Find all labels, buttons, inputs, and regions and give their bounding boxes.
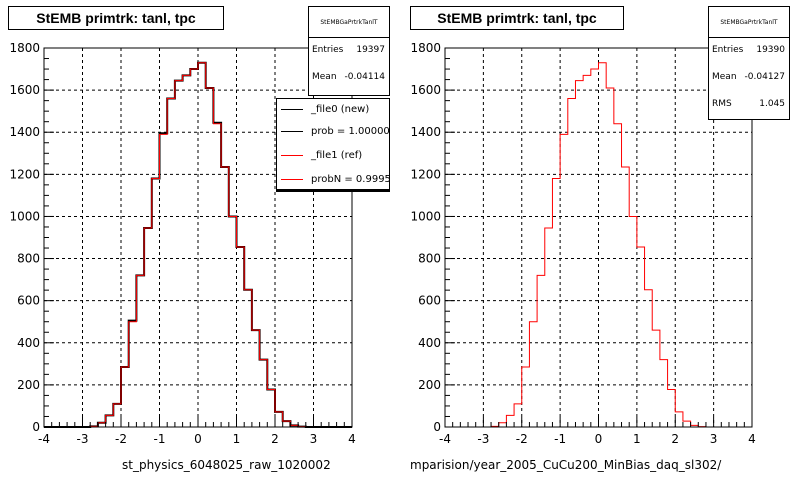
left-xtick-label: -4: [38, 432, 50, 446]
left-ytick-label: 1200: [9, 167, 40, 181]
left-ytick-label: 200: [17, 378, 40, 392]
right-stats-box: StEMBGaPrtrkTanlT Entries 19390 Mean -0.…: [708, 6, 790, 120]
left-legend: _file0 (new) prob = 1.000000 _file1 (ref…: [276, 98, 390, 192]
left-ytick-label: 600: [17, 294, 40, 308]
left-ytick-label: 1600: [9, 83, 40, 97]
legend-item-file0: _file0 (new): [277, 99, 389, 119]
left-ytick-label: 800: [17, 252, 40, 266]
legend-swatch-probn: [281, 178, 303, 180]
right-xtick-label: -1: [554, 432, 566, 446]
left-ytick-label: 400: [17, 336, 40, 350]
right-entries-value: 19390: [756, 45, 785, 55]
right-xtick-label: 3: [710, 432, 718, 446]
legend-swatch-prob: [281, 130, 303, 132]
right-mean-value: -0.04127: [744, 72, 785, 82]
left-stats-name: StEMBGaPrtrkTanlT: [309, 7, 389, 38]
right-xtick-label: -3: [477, 432, 489, 446]
right-ytick-label: 800: [418, 252, 441, 266]
left-stats-box: StEMBGaPrtrkTanlT Entries 19397 Mean -0.…: [308, 6, 390, 96]
left-series-1: [44, 62, 352, 428]
left-xtick-label: -3: [77, 432, 89, 446]
right-title: StEMB primtrk: tanl, tpc: [437, 10, 597, 26]
left-xtick-label: 4: [348, 432, 356, 446]
left-mean-label: Mean: [312, 72, 337, 82]
legend-item-prob: prob = 1.000000: [277, 121, 390, 141]
legend-label-file1: _file1 (ref): [311, 149, 363, 161]
legend-item-file1: _file1 (ref): [277, 145, 389, 165]
left-title: StEMB primtrk: tanl, tpc: [36, 10, 196, 26]
left-entries-label: Entries: [312, 45, 344, 55]
right-ytick-label: 1400: [410, 125, 441, 139]
legend-label-prob: prob = 1.000000: [311, 125, 390, 137]
left-stats-mean: Mean -0.04114: [312, 72, 385, 82]
left-ytick-label: 1000: [9, 209, 40, 223]
right-stats-name: StEMBGaPrtrkTanlT: [709, 7, 789, 38]
legend-item-probn: probN = 0.999597: [277, 169, 390, 189]
left-entries-value: 19397: [356, 45, 385, 55]
right-mean-label: Mean: [712, 72, 737, 82]
left-xtick-label: -1: [154, 432, 166, 446]
right-rms-value: 1.045: [759, 99, 785, 109]
right-title-box: StEMB primtrk: tanl, tpc: [410, 6, 624, 30]
right-plot-area: [445, 48, 752, 427]
left-xtick-label: -2: [115, 432, 127, 446]
right-xtick-label: 0: [595, 432, 603, 446]
right-ytick-label: 1800: [410, 41, 441, 55]
right-xtick-label: 4: [748, 432, 756, 446]
legend-label-probn: probN = 0.999597: [311, 173, 390, 185]
right-ytick-label: 1000: [410, 209, 441, 223]
right-entries-label: Entries: [712, 45, 744, 55]
right-ytick-label: 0: [433, 420, 441, 434]
left-xtick-label: 0: [194, 432, 202, 446]
right-xtick-label: 1: [633, 432, 641, 446]
left-xtick-label: 3: [310, 432, 318, 446]
right-ytick-label: 200: [418, 378, 441, 392]
left-ytick-label: 1800: [9, 41, 40, 55]
right-series-0: [445, 62, 752, 428]
right-xtick-label: -2: [516, 432, 528, 446]
right-ytick-label: 600: [418, 294, 441, 308]
right-xlabel: mparision/year_2005_CuCu200_MinBias_daq_…: [410, 458, 722, 472]
left-ytick-label: 1400: [9, 125, 40, 139]
legend-swatch-file1: [281, 154, 303, 156]
left-mean-value: -0.04114: [344, 72, 385, 82]
right-ytick-label: 1200: [410, 167, 441, 181]
left-xtick-label: 2: [271, 432, 279, 446]
left-ytick-label: 0: [32, 420, 40, 434]
left-xlabel: st_physics_6048025_raw_1020002: [122, 458, 331, 472]
right-stats-entries: Entries 19390: [712, 45, 785, 55]
right-stats-rms: RMS 1.045: [712, 99, 785, 109]
right-ytick-label: 1600: [410, 83, 441, 97]
legend-swatch-file0: [281, 108, 303, 110]
right-xtick-label: 2: [671, 432, 679, 446]
right-xtick-label: -4: [439, 432, 451, 446]
right-rms-label: RMS: [712, 99, 732, 109]
right-ytick-label: 400: [418, 336, 441, 350]
right-stats-mean: Mean -0.04127: [712, 72, 785, 82]
left-xtick-label: 1: [233, 432, 241, 446]
left-stats-entries: Entries 19397: [312, 45, 385, 55]
left-title-box: StEMB primtrk: tanl, tpc: [8, 6, 224, 30]
legend-label-file0: _file0 (new): [311, 103, 370, 115]
